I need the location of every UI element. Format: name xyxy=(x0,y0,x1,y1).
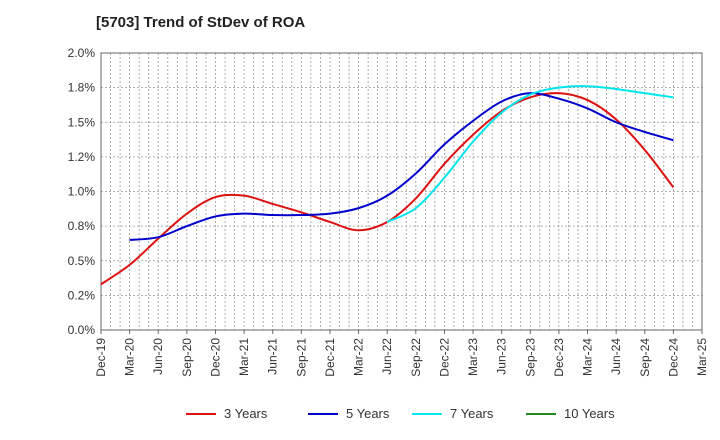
legend-label: 7 Years xyxy=(450,406,494,421)
plot-border xyxy=(100,52,703,331)
x-tick-label: Jun-24 xyxy=(609,338,623,375)
x-tick-label: Sep-23 xyxy=(523,338,537,377)
series-line-3 xyxy=(386,85,674,223)
series-line-1 xyxy=(100,92,675,286)
x-tick-label: Sep-24 xyxy=(638,338,652,377)
x-tick-label: Dec-19 xyxy=(94,338,108,377)
y-tick-label: 0.8% xyxy=(68,219,96,233)
legend-label: 5 Years xyxy=(346,406,390,421)
y-tick-label: 1.0% xyxy=(68,185,96,199)
y-tick-label: 0.5% xyxy=(68,254,96,268)
y-tick-label: 0.2% xyxy=(68,288,96,302)
y-tick-label: 1.8% xyxy=(68,81,96,95)
x-tick-label: Mar-21 xyxy=(237,338,251,376)
y-tick-label: 2.0% xyxy=(68,46,96,60)
y-tick-label: 0.0% xyxy=(68,323,96,337)
x-tick-label: Sep-20 xyxy=(180,338,194,377)
x-tick-label: Dec-24 xyxy=(666,338,680,377)
x-tick-label: Mar-23 xyxy=(466,338,480,376)
x-tick-label: Jun-20 xyxy=(151,338,165,375)
x-tick-label: Jun-23 xyxy=(495,338,509,375)
x-tick-label: Jun-22 xyxy=(380,338,394,375)
x-tick-label: Mar-22 xyxy=(352,338,366,376)
x-tick-label: Dec-22 xyxy=(437,338,451,377)
x-tick-label: Dec-21 xyxy=(323,338,337,377)
y-tick-label: 1.2% xyxy=(68,150,96,164)
legend-label: 10 Years xyxy=(564,406,615,421)
y-tick-label: 1.5% xyxy=(68,115,96,129)
x-tick-label: Mar-25 xyxy=(695,338,709,376)
x-tick-label: Mar-24 xyxy=(581,338,595,376)
x-tick-label: Sep-22 xyxy=(409,338,423,377)
x-tick-label: Jun-21 xyxy=(266,338,280,375)
x-tick-label: Dec-20 xyxy=(208,338,222,377)
series-line-2 xyxy=(129,92,674,241)
legend-label: 3 Years xyxy=(224,406,268,421)
x-tick-label: Mar-20 xyxy=(123,338,137,376)
chart-title: [5703] Trend of StDev of ROA xyxy=(96,14,306,31)
x-tick-label: Dec-23 xyxy=(552,338,566,377)
x-tick-label: Sep-21 xyxy=(294,338,308,377)
